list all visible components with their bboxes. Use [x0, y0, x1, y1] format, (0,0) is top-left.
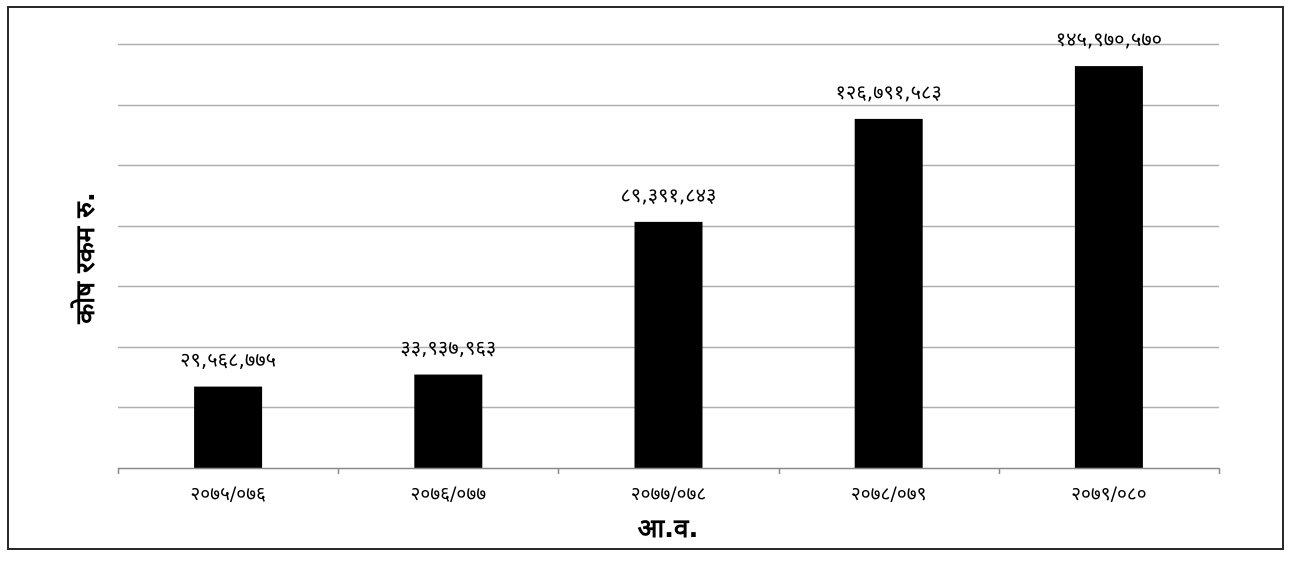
data-label: २९,५६८,७७५ — [180, 348, 276, 372]
data-label: ८९,३९१,८४३ — [621, 183, 717, 207]
x-tick-label: २०७५/०७६ — [190, 483, 266, 505]
bar — [854, 118, 923, 468]
x-tick-label: २०७७/०७८ — [631, 483, 707, 505]
bar — [194, 386, 263, 468]
bar — [414, 374, 483, 468]
bars — [194, 66, 1143, 469]
x-tick-label: २०७९/०८० — [1071, 483, 1147, 505]
bar — [1074, 66, 1143, 469]
x-tick-label: २०७६/०७७ — [411, 483, 487, 505]
x-tick-label: २०७८/०७९ — [851, 483, 927, 505]
gridlines — [118, 43, 1219, 409]
data-label: ३३,९३७,९६३ — [400, 336, 496, 360]
x-axis — [117, 467, 1221, 474]
bar — [634, 221, 703, 468]
x-tick-labels: २०७५/०७६ २०७६/०७७ २०७७/०७८ २०७८/०७९ २०७९/०८० — [190, 483, 1146, 505]
data-labels: २९,५६८,७७५ ३३,९३७,९६३ ८९,३९१,८४३ १२६,७९१,५८… — [180, 27, 1162, 371]
data-label: १४५,९७०,५७० — [1056, 27, 1162, 51]
y-axis-title: कोष रकम रु. — [70, 192, 101, 324]
x-axis-title: आ.व. — [638, 514, 699, 544]
data-label: १२६,७९१,५८३ — [836, 80, 942, 104]
